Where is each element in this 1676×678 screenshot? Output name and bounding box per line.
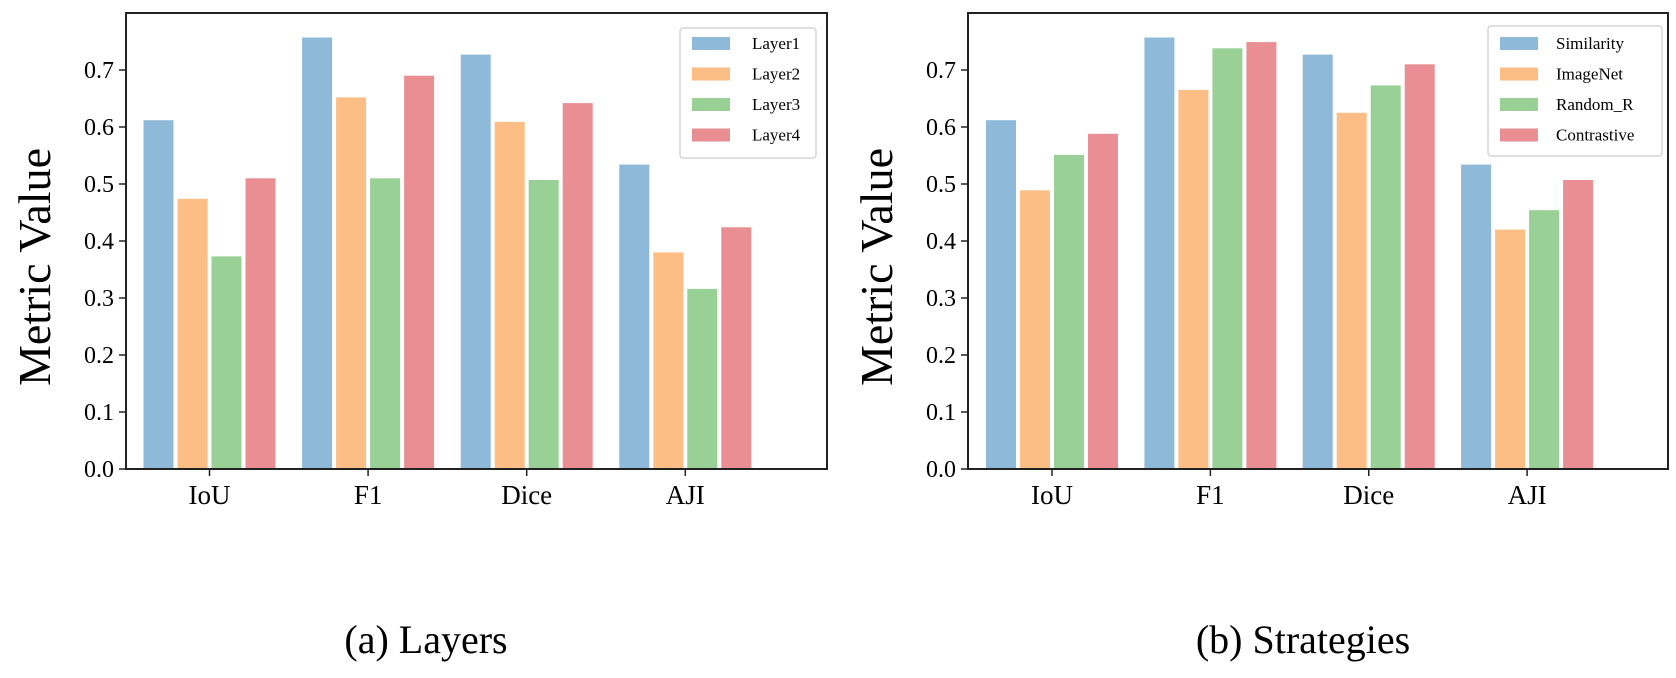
legend-swatch <box>1500 128 1538 142</box>
bar-a-layer3-aji <box>687 288 718 469</box>
x-tick-label-iou: IoU <box>1031 480 1073 510</box>
y-tick-label: 0.2 <box>926 343 956 369</box>
bar-b-similarity-iou <box>986 120 1016 469</box>
bar-a-layer1-aji <box>619 164 650 469</box>
bar-b-imagenet-aji <box>1495 229 1526 469</box>
bar-b-imagenet-f1 <box>1178 89 1209 470</box>
legend-entry-layer1: Layer1 <box>752 34 800 53</box>
y-tick-label: 0.3 <box>926 286 956 312</box>
chart-panel-b: 0.0 0.1 0.2 0.3 0.4 0.5 0.6 0.7 IoU F1 Dice AJI Metr… <box>851 12 1669 662</box>
bar-b-contrastive-f1 <box>1246 42 1277 469</box>
y-tick-label: 0.6 <box>926 115 956 141</box>
caption-b: (b) Strategies <box>1196 617 1410 662</box>
legend-entry-contrastive: Contrastive <box>1556 126 1634 145</box>
bar-b-imagenet-iou <box>1020 190 1050 470</box>
bar-a-layer1-iou <box>143 120 174 469</box>
legend-swatch <box>692 37 730 50</box>
x-tick-label-aji: AJI <box>1508 480 1547 510</box>
bar-a-layer2-aji <box>653 252 684 469</box>
bar-b-random-r-dice <box>1370 85 1401 470</box>
bar-b-contrastive-iou <box>1088 133 1118 470</box>
bar-a-layer2-f1 <box>336 97 367 470</box>
y-tick-label: 0.7 <box>926 58 956 84</box>
bar-a-layer1-dice <box>460 54 491 469</box>
y-tick-label: 0.2 <box>84 343 114 369</box>
bar-b-contrastive-dice <box>1404 64 1435 470</box>
y-tick-label: 0.1 <box>926 400 956 426</box>
y-tick-label: 0.0 <box>84 457 114 483</box>
bar-b-random-r-f1 <box>1212 48 1243 470</box>
bar-b-random-r-iou <box>1054 154 1084 469</box>
y-tick-label: 0.3 <box>84 286 114 312</box>
caption-a: (a) Layers <box>344 617 507 662</box>
legend-entry-layer2: Layer2 <box>752 65 800 84</box>
legend-entry-similarity: Similarity <box>1556 34 1625 53</box>
legend-entry-random-r: Random_R <box>1556 95 1634 114</box>
x-tick-label-dice: Dice <box>501 480 552 510</box>
legend-swatch <box>1500 37 1538 50</box>
y-tick-label: 0.7 <box>84 58 114 84</box>
legend-swatch <box>692 67 730 81</box>
y-axis-label: Metric Value <box>851 148 902 386</box>
bar-a-layer3-dice <box>528 180 559 469</box>
bar-a-layer4-f1 <box>404 75 435 469</box>
x-tick-label-aji: AJI <box>666 480 705 510</box>
bar-a-layer4-aji <box>721 227 752 469</box>
bar-b-imagenet-dice <box>1336 112 1367 470</box>
y-tick-label: 0.4 <box>84 229 114 255</box>
legend-swatch <box>1500 67 1538 81</box>
legend-entry-imagenet: ImageNet <box>1556 65 1623 84</box>
chart-panel-a: 0.0 0.1 0.2 0.3 0.4 0.5 0.6 0.7 IoU F1 Dice AJI Metr… <box>9 12 828 662</box>
y-axis-label: Metric Value <box>9 148 60 386</box>
legend-box <box>679 27 817 159</box>
legend-swatch <box>692 98 730 111</box>
x-tick-label-f1: F1 <box>354 480 383 510</box>
y-tick-label: 0.5 <box>926 172 956 198</box>
x-tick-label-dice: Dice <box>1343 480 1394 510</box>
bar-a-layer2-dice <box>494 121 525 470</box>
legend-entry-layer3: Layer3 <box>752 95 800 114</box>
bar-a-layer3-f1 <box>370 178 401 470</box>
bar-b-similarity-dice <box>1302 54 1333 469</box>
y-tick-label: 0.5 <box>84 172 114 198</box>
y-tick-label: 0.0 <box>926 457 956 483</box>
bar-a-layer3-iou <box>211 256 242 469</box>
bar-b-contrastive-aji <box>1563 180 1594 469</box>
bar-b-similarity-aji <box>1461 164 1492 469</box>
bar-a-layer2-iou <box>177 198 208 470</box>
y-tick-label: 0.6 <box>84 115 114 141</box>
legend: Layer1 Layer2 Layer3 Layer4 <box>679 27 817 159</box>
legend-box <box>1487 25 1663 157</box>
bar-b-random-r-aji <box>1529 210 1560 469</box>
x-tick-label-iou: IoU <box>189 480 231 510</box>
legend-swatch <box>692 128 730 142</box>
bar-a-layer4-dice <box>562 103 593 469</box>
y-tick-label: 0.4 <box>926 229 956 255</box>
bar-a-layer1-f1 <box>302 37 333 469</box>
x-tick-label-f1: F1 <box>1196 480 1225 510</box>
bar-b-similarity-f1 <box>1144 37 1175 469</box>
bar-a-layer4-iou <box>245 178 276 470</box>
legend: Similarity ImageNet Random_R Contrastive <box>1487 25 1663 157</box>
legend-entry-layer4: Layer4 <box>752 126 801 145</box>
y-tick-label: 0.1 <box>84 400 114 426</box>
legend-swatch <box>1500 98 1538 111</box>
